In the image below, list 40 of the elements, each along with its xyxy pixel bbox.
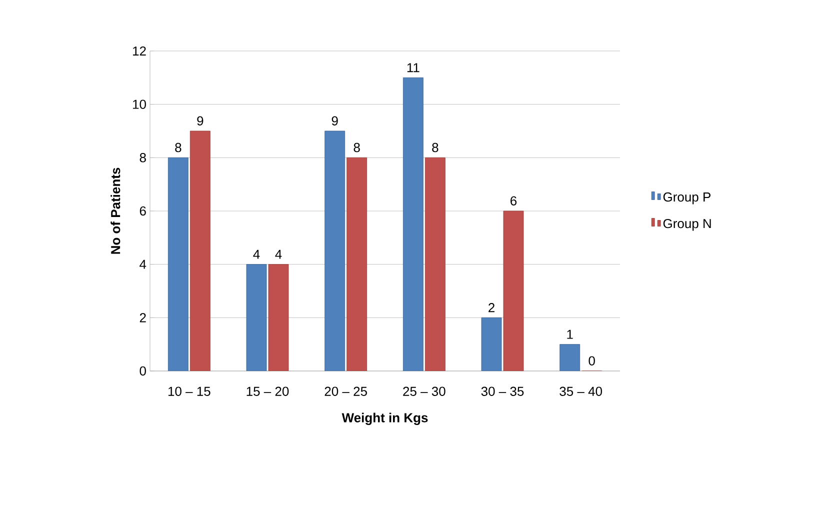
data-label: 9 bbox=[332, 116, 338, 126]
x-tick-label: 10 – 15 bbox=[168, 386, 210, 396]
y-tick-label: 4 bbox=[140, 260, 146, 269]
data-label: 4 bbox=[275, 250, 282, 259]
data-label: 0 bbox=[588, 356, 595, 366]
bar bbox=[324, 130, 346, 371]
data-label: 9 bbox=[197, 116, 204, 126]
y-axis-title: No of Patients bbox=[110, 168, 120, 254]
data-label: 8 bbox=[432, 142, 438, 152]
data-label: 8 bbox=[175, 142, 182, 152]
data-label: 2 bbox=[488, 303, 494, 312]
legend-label: Group P bbox=[663, 192, 710, 204]
x-tick-label: 35 – 40 bbox=[560, 386, 602, 396]
data-label: 1 bbox=[567, 330, 573, 339]
bar bbox=[346, 157, 368, 371]
bar bbox=[481, 317, 502, 371]
y-tick-label: 12 bbox=[133, 46, 146, 56]
y-tick-label: 10 bbox=[133, 100, 146, 109]
bar bbox=[424, 157, 446, 371]
bar bbox=[402, 77, 424, 371]
y-tick-label: 2 bbox=[140, 313, 146, 322]
data-label: 4 bbox=[253, 250, 260, 259]
y-tick-label: 8 bbox=[140, 153, 146, 162]
bar bbox=[503, 210, 524, 371]
y-tick-label: 6 bbox=[140, 206, 146, 216]
data-label: 8 bbox=[354, 142, 360, 152]
bar bbox=[560, 344, 580, 371]
bar bbox=[168, 157, 188, 371]
x-tick-label: 15 – 20 bbox=[246, 386, 289, 396]
bar bbox=[190, 130, 210, 371]
data-label: 11 bbox=[407, 63, 420, 72]
legend-label: Group N bbox=[663, 218, 711, 231]
bar bbox=[246, 264, 267, 371]
y-tick-label: 0 bbox=[140, 366, 146, 376]
x-tick-label: 20 – 25 bbox=[324, 386, 367, 396]
bar bbox=[268, 264, 289, 371]
x-tick-label: 30 – 35 bbox=[481, 386, 524, 396]
x-axis-title: Weight in Kgs bbox=[342, 412, 428, 425]
x-tick-label: 25 – 30 bbox=[403, 386, 446, 396]
data-label: 6 bbox=[510, 196, 517, 206]
